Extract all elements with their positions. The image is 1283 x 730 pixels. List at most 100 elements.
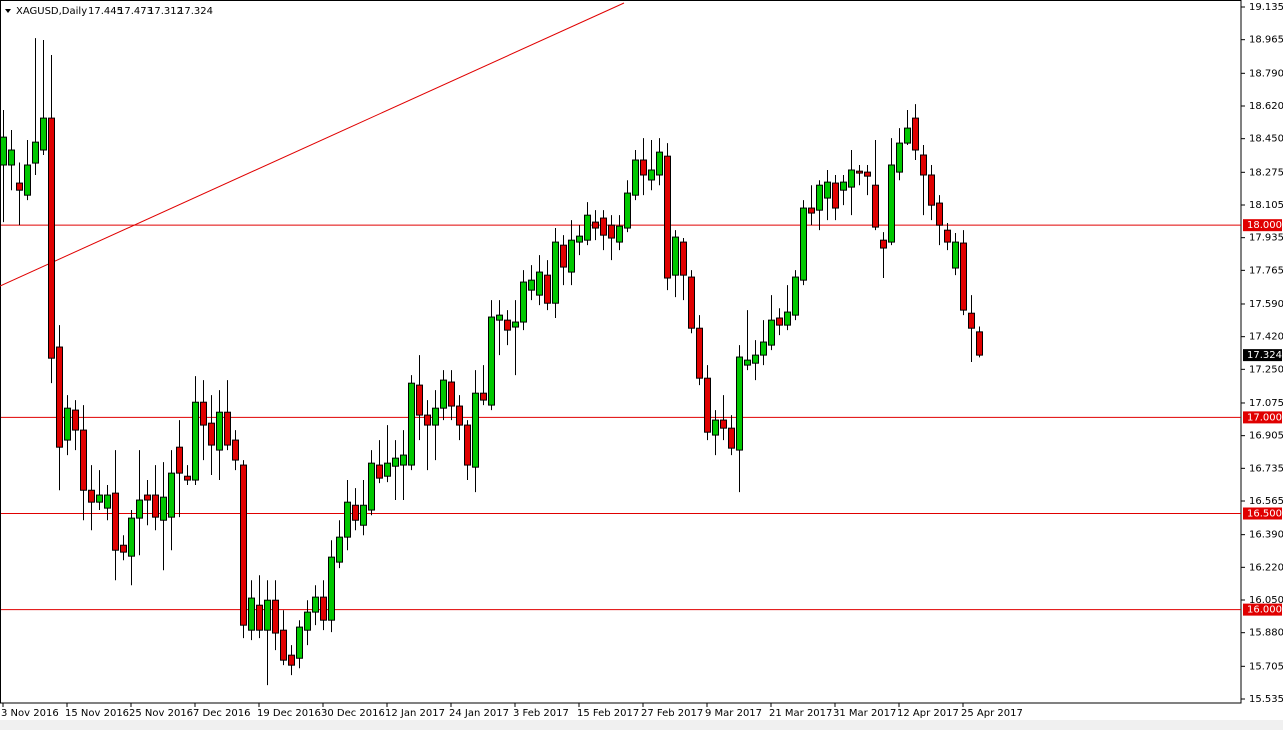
candle-body xyxy=(200,401,207,426)
candle-body xyxy=(328,556,335,621)
candle-body xyxy=(800,207,807,281)
y-tick-label: 17.075 xyxy=(1249,398,1283,409)
candle-body xyxy=(976,331,983,356)
candle-body xyxy=(768,319,775,346)
y-tick-label: 15.535 xyxy=(1249,694,1283,705)
candle-body xyxy=(608,224,615,239)
candle-body xyxy=(880,239,887,249)
x-tick-label: 12 Apr 2017 xyxy=(897,708,959,719)
candle-body xyxy=(432,407,439,426)
y-tick-label: 16.565 xyxy=(1249,496,1283,507)
candle-body xyxy=(776,317,783,326)
candle-body xyxy=(224,411,231,446)
level-label-box xyxy=(1243,219,1282,232)
candle-body xyxy=(112,492,119,551)
candle-body xyxy=(680,241,687,276)
x-tick-label: 12 Jan 2017 xyxy=(385,708,445,719)
candle-body xyxy=(392,457,399,467)
candle-body xyxy=(192,401,199,481)
candle-body xyxy=(312,596,319,613)
candle-body xyxy=(184,475,191,481)
candle-body xyxy=(360,504,367,526)
x-tick-label: 3 Nov 2016 xyxy=(1,708,59,719)
candle-body xyxy=(80,429,87,491)
candle-body xyxy=(72,409,79,431)
y-tick-label: 16.735 xyxy=(1249,463,1283,474)
candle-body xyxy=(576,235,583,243)
candle-body xyxy=(136,499,143,519)
candle-body xyxy=(584,214,591,241)
candle-body xyxy=(264,599,271,631)
candle-body xyxy=(896,142,903,173)
candle-body xyxy=(600,217,607,236)
candle-body xyxy=(152,494,159,518)
y-tick-label: 16.220 xyxy=(1249,562,1283,573)
candle-body xyxy=(88,489,95,503)
candle-body xyxy=(448,381,455,407)
candle-body xyxy=(272,599,279,634)
level-label: 17.000 xyxy=(1247,412,1282,423)
candle-body xyxy=(32,141,39,164)
candle-body xyxy=(472,392,479,468)
candle-body xyxy=(616,225,623,243)
candle-body xyxy=(728,427,735,449)
y-tick-label: 18.275 xyxy=(1249,167,1283,178)
tab-strip xyxy=(0,720,1283,730)
candle-body xyxy=(952,241,959,269)
x-tick-label: 3 Feb 2017 xyxy=(513,708,569,719)
x-tick-label: 7 Dec 2016 xyxy=(193,708,251,719)
candle-body xyxy=(920,154,927,176)
x-tick-label: 31 Mar 2017 xyxy=(833,708,896,719)
level-label: 16.000 xyxy=(1247,605,1282,616)
candle-body xyxy=(336,536,343,563)
candle-body xyxy=(464,424,471,466)
x-tick-label: 15 Nov 2016 xyxy=(65,708,129,719)
candle-body xyxy=(688,276,695,329)
y-tick-label: 18.450 xyxy=(1249,134,1283,145)
candle-body xyxy=(544,274,551,304)
candle-body xyxy=(424,414,431,426)
candle-body xyxy=(864,171,871,177)
candle-body xyxy=(656,151,663,176)
x-tick-label: 9 Mar 2017 xyxy=(705,708,762,719)
candle-body xyxy=(0,136,7,166)
candle-body xyxy=(512,321,519,328)
candle-body xyxy=(528,279,535,291)
candle-body xyxy=(296,626,303,659)
candle-body xyxy=(808,207,815,214)
symbol-label: XAGUSD,Daily xyxy=(16,6,87,17)
candle-body xyxy=(912,117,919,151)
candle-body xyxy=(944,229,951,243)
candle-body xyxy=(400,454,407,466)
candle-body xyxy=(352,504,359,521)
x-tick-label: 24 Jan 2017 xyxy=(449,708,509,719)
level-label: 16.500 xyxy=(1247,509,1282,520)
candle-body xyxy=(520,281,527,323)
candle-body xyxy=(968,312,975,329)
x-tick-label: 21 Mar 2017 xyxy=(769,708,832,719)
candle-body xyxy=(872,184,879,228)
candle-body xyxy=(368,462,375,511)
candle-body xyxy=(592,221,599,229)
candle-body xyxy=(752,354,759,364)
y-tick-label: 16.390 xyxy=(1249,530,1283,541)
candle-body xyxy=(784,311,791,326)
candle-body xyxy=(904,127,911,144)
candle-body xyxy=(560,244,567,268)
y-tick-label: 18.965 xyxy=(1249,35,1283,46)
candle-body xyxy=(104,494,111,509)
candle-body xyxy=(168,472,175,518)
candle-body xyxy=(712,419,719,436)
y-tick-label: 15.705 xyxy=(1249,661,1283,672)
y-tick-label: 17.250 xyxy=(1249,364,1283,375)
candle-body xyxy=(232,439,239,461)
candle-body xyxy=(624,192,631,229)
candle-body xyxy=(840,181,847,191)
y-tick-label: 19.135 xyxy=(1249,2,1283,13)
level-label-box xyxy=(1243,603,1282,616)
candle-body xyxy=(736,356,743,451)
header-arrow xyxy=(5,9,11,13)
candle-body xyxy=(160,496,167,521)
candle-body xyxy=(832,182,839,209)
